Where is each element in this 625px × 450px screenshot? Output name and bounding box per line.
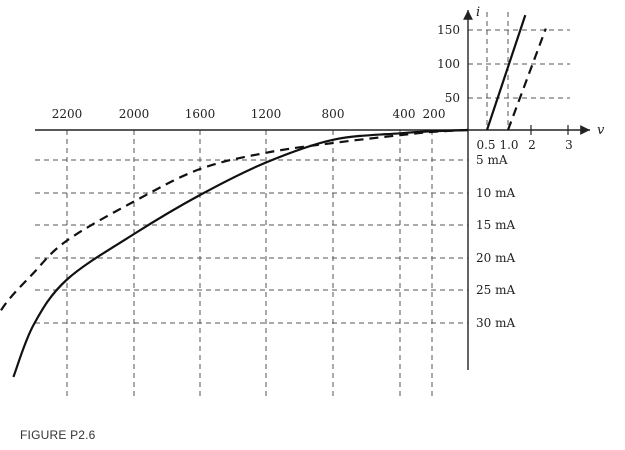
y-tick-100: 100 [437, 57, 460, 71]
x-tick-2: 2 [528, 138, 536, 152]
x-tick-0.5: 0.5 [476, 138, 495, 152]
series-solid-forward-line [485, 14, 527, 131]
y-tick-15ma: 15 mA [476, 218, 515, 232]
y-tick-30ma: 30 mA [476, 316, 515, 330]
x-tick-1200: 1200 [251, 107, 282, 121]
x-tick-1600: 1600 [185, 107, 216, 121]
x-tick-2200: 2200 [52, 107, 83, 121]
series-solid-reverse-line [12, 128, 469, 378]
y-axis-name: i [476, 5, 480, 20]
y-tick-labels-reverse: 5 mA 10 mA 15 mA 20 mA 25 mA 30 mA [476, 153, 515, 330]
x-tick-1.0: 1.0 [499, 138, 518, 152]
y-tick-25ma: 25 mA [476, 283, 515, 297]
y-tick-labels-forward: 50 100 150 [437, 23, 460, 105]
y-tick-150: 150 [437, 23, 460, 37]
x-tick-200: 200 [423, 107, 446, 121]
gridlines [35, 12, 570, 400]
tick-marks [530, 125, 569, 135]
x-tick-3: 3 [565, 138, 573, 152]
series-dashed-reverse-line [0, 128, 469, 315]
x-tick-800: 800 [322, 107, 345, 121]
x-axis-name: v [597, 123, 605, 138]
y-tick-5ma: 5 mA [476, 153, 508, 167]
series-layer [0, 14, 547, 378]
y-tick-50: 50 [445, 91, 460, 105]
x-tick-400: 400 [393, 107, 416, 121]
figure-caption: FIGURE P2.6 [20, 428, 96, 442]
x-tick-labels-reverse: 2200 2000 1600 1200 800 400 200 [52, 107, 446, 121]
series-dashed-forward-line [506, 28, 547, 131]
x-tick-labels-forward: 0.5 1.0 2 3 [476, 138, 572, 152]
y-tick-10ma: 10 mA [476, 186, 515, 200]
axes [35, 9, 590, 370]
x-tick-2000: 2000 [119, 107, 150, 121]
y-tick-20ma: 20 mA [476, 251, 515, 265]
